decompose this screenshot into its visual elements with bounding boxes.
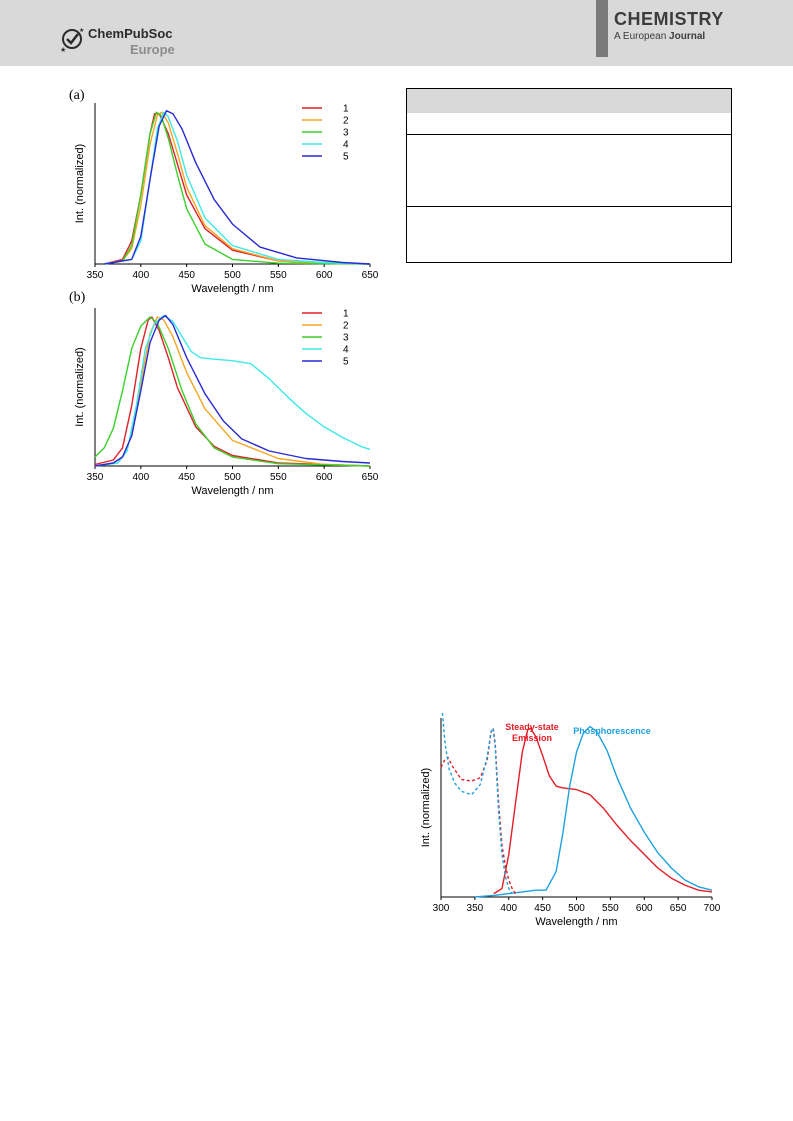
series-line-2 — [104, 111, 371, 265]
legend-label: 4 — [343, 345, 349, 356]
legend-label: 1 — [343, 104, 349, 115]
x-tick-label: 400 — [132, 472, 149, 483]
x-tick-label: 400 — [500, 903, 517, 914]
legend-label: 2 — [343, 116, 349, 127]
x-tick-label: 650 — [362, 270, 379, 281]
x-tick-label: 450 — [178, 270, 195, 281]
series-line-3 — [104, 111, 371, 265]
journal-title: CHEMISTRY — [614, 9, 724, 29]
y-axis-title: Int. (normalized) — [420, 768, 432, 847]
x-axis-title: Wavelength / nm — [535, 916, 617, 928]
x-tick-label: 400 — [132, 270, 149, 281]
x-tick-label: 350 — [87, 472, 104, 483]
journal-sub-a: A European — [614, 31, 667, 42]
series-line-phosphorescence — [474, 725, 713, 898]
x-tick-label: 450 — [178, 472, 195, 483]
x-tick-label: 550 — [602, 903, 619, 914]
x-tick-label: 300 — [433, 903, 450, 914]
x-tick-label: 700 — [704, 903, 721, 914]
x-tick-label: 450 — [534, 903, 551, 914]
series-line-5 — [104, 109, 371, 265]
series-line-1 — [104, 112, 371, 265]
series-line-excitation-emission- — [440, 727, 517, 894]
chempubsoc-star-icon: ★ ★ — [60, 27, 84, 52]
publisher-logo[interactable]: ★ ★ ChemPubSoc Europe — [60, 22, 200, 62]
legend-label: 5 — [343, 152, 349, 163]
series-line-1 — [94, 316, 371, 467]
publisher-name: ChemPubSoc — [88, 26, 173, 41]
journal-subtitle: A European Journal — [614, 31, 705, 42]
publisher-sub: Europe — [130, 42, 175, 57]
x-tick-label: 650 — [670, 903, 687, 914]
series-line-2 — [94, 316, 371, 467]
series-line-5 — [94, 314, 371, 467]
panel-label-a: (a) — [69, 88, 85, 103]
x-tick-label: 550 — [270, 472, 287, 483]
legend-label: 3 — [343, 128, 349, 139]
x-tick-label: 350 — [467, 903, 484, 914]
table-rule-2 — [407, 206, 731, 207]
chart-0: 350 400 450 500 550 600 650 Wavelength / nm Int.… — [74, 103, 379, 295]
svg-text:★: ★ — [79, 27, 84, 34]
data-table — [406, 88, 732, 263]
series-line-steady-state-emission — [493, 727, 713, 895]
annotation-phosphorescence: Phosphorescence — [573, 726, 651, 736]
legend-label: 2 — [343, 321, 349, 332]
x-axis-title: Wavelength / nm — [191, 485, 273, 497]
page-header: ★ ★ ChemPubSoc Europe CHEMISTRY A Europe… — [0, 0, 793, 66]
chart-2: 300 350 400 450 500 550 600 650 700 Wavelength / … — [420, 712, 721, 928]
y-axis-title: Int. (normalized) — [74, 144, 86, 223]
annotation-emission-line2: Emission — [512, 733, 552, 743]
series-line-excitation-phosphorescence- — [441, 712, 513, 894]
x-tick-label: 500 — [224, 472, 241, 483]
legend-label: 4 — [343, 140, 349, 151]
x-tick-label: 500 — [568, 903, 585, 914]
table-header — [407, 89, 731, 113]
table-rule-1 — [407, 134, 731, 135]
x-tick-label: 600 — [316, 472, 333, 483]
x-tick-label: 600 — [316, 270, 333, 281]
journal-sub-b: Journal — [669, 31, 706, 42]
x-tick-label: 550 — [270, 270, 287, 281]
journal-accent-bar — [596, 0, 608, 57]
annotation-emission-line1: Steady-state — [505, 722, 559, 732]
legend-label: 1 — [343, 309, 349, 320]
series-line-3 — [94, 316, 371, 467]
series-line-4 — [94, 314, 371, 467]
x-tick-label: 500 — [224, 270, 241, 281]
x-tick-label: 600 — [636, 903, 653, 914]
legend-label: 5 — [343, 357, 349, 368]
chart-1: 350 400 450 500 550 600 650 Wavelength / nm Int.… — [74, 308, 379, 497]
x-axis-title: Wavelength / nm — [191, 283, 273, 295]
x-tick-label: 350 — [87, 270, 104, 281]
panel-label-b: (b) — [69, 290, 86, 305]
legend-label: 3 — [343, 333, 349, 344]
svg-text:★: ★ — [60, 46, 66, 52]
y-axis-title: Int. (normalized) — [74, 347, 86, 426]
x-tick-label: 650 — [362, 472, 379, 483]
